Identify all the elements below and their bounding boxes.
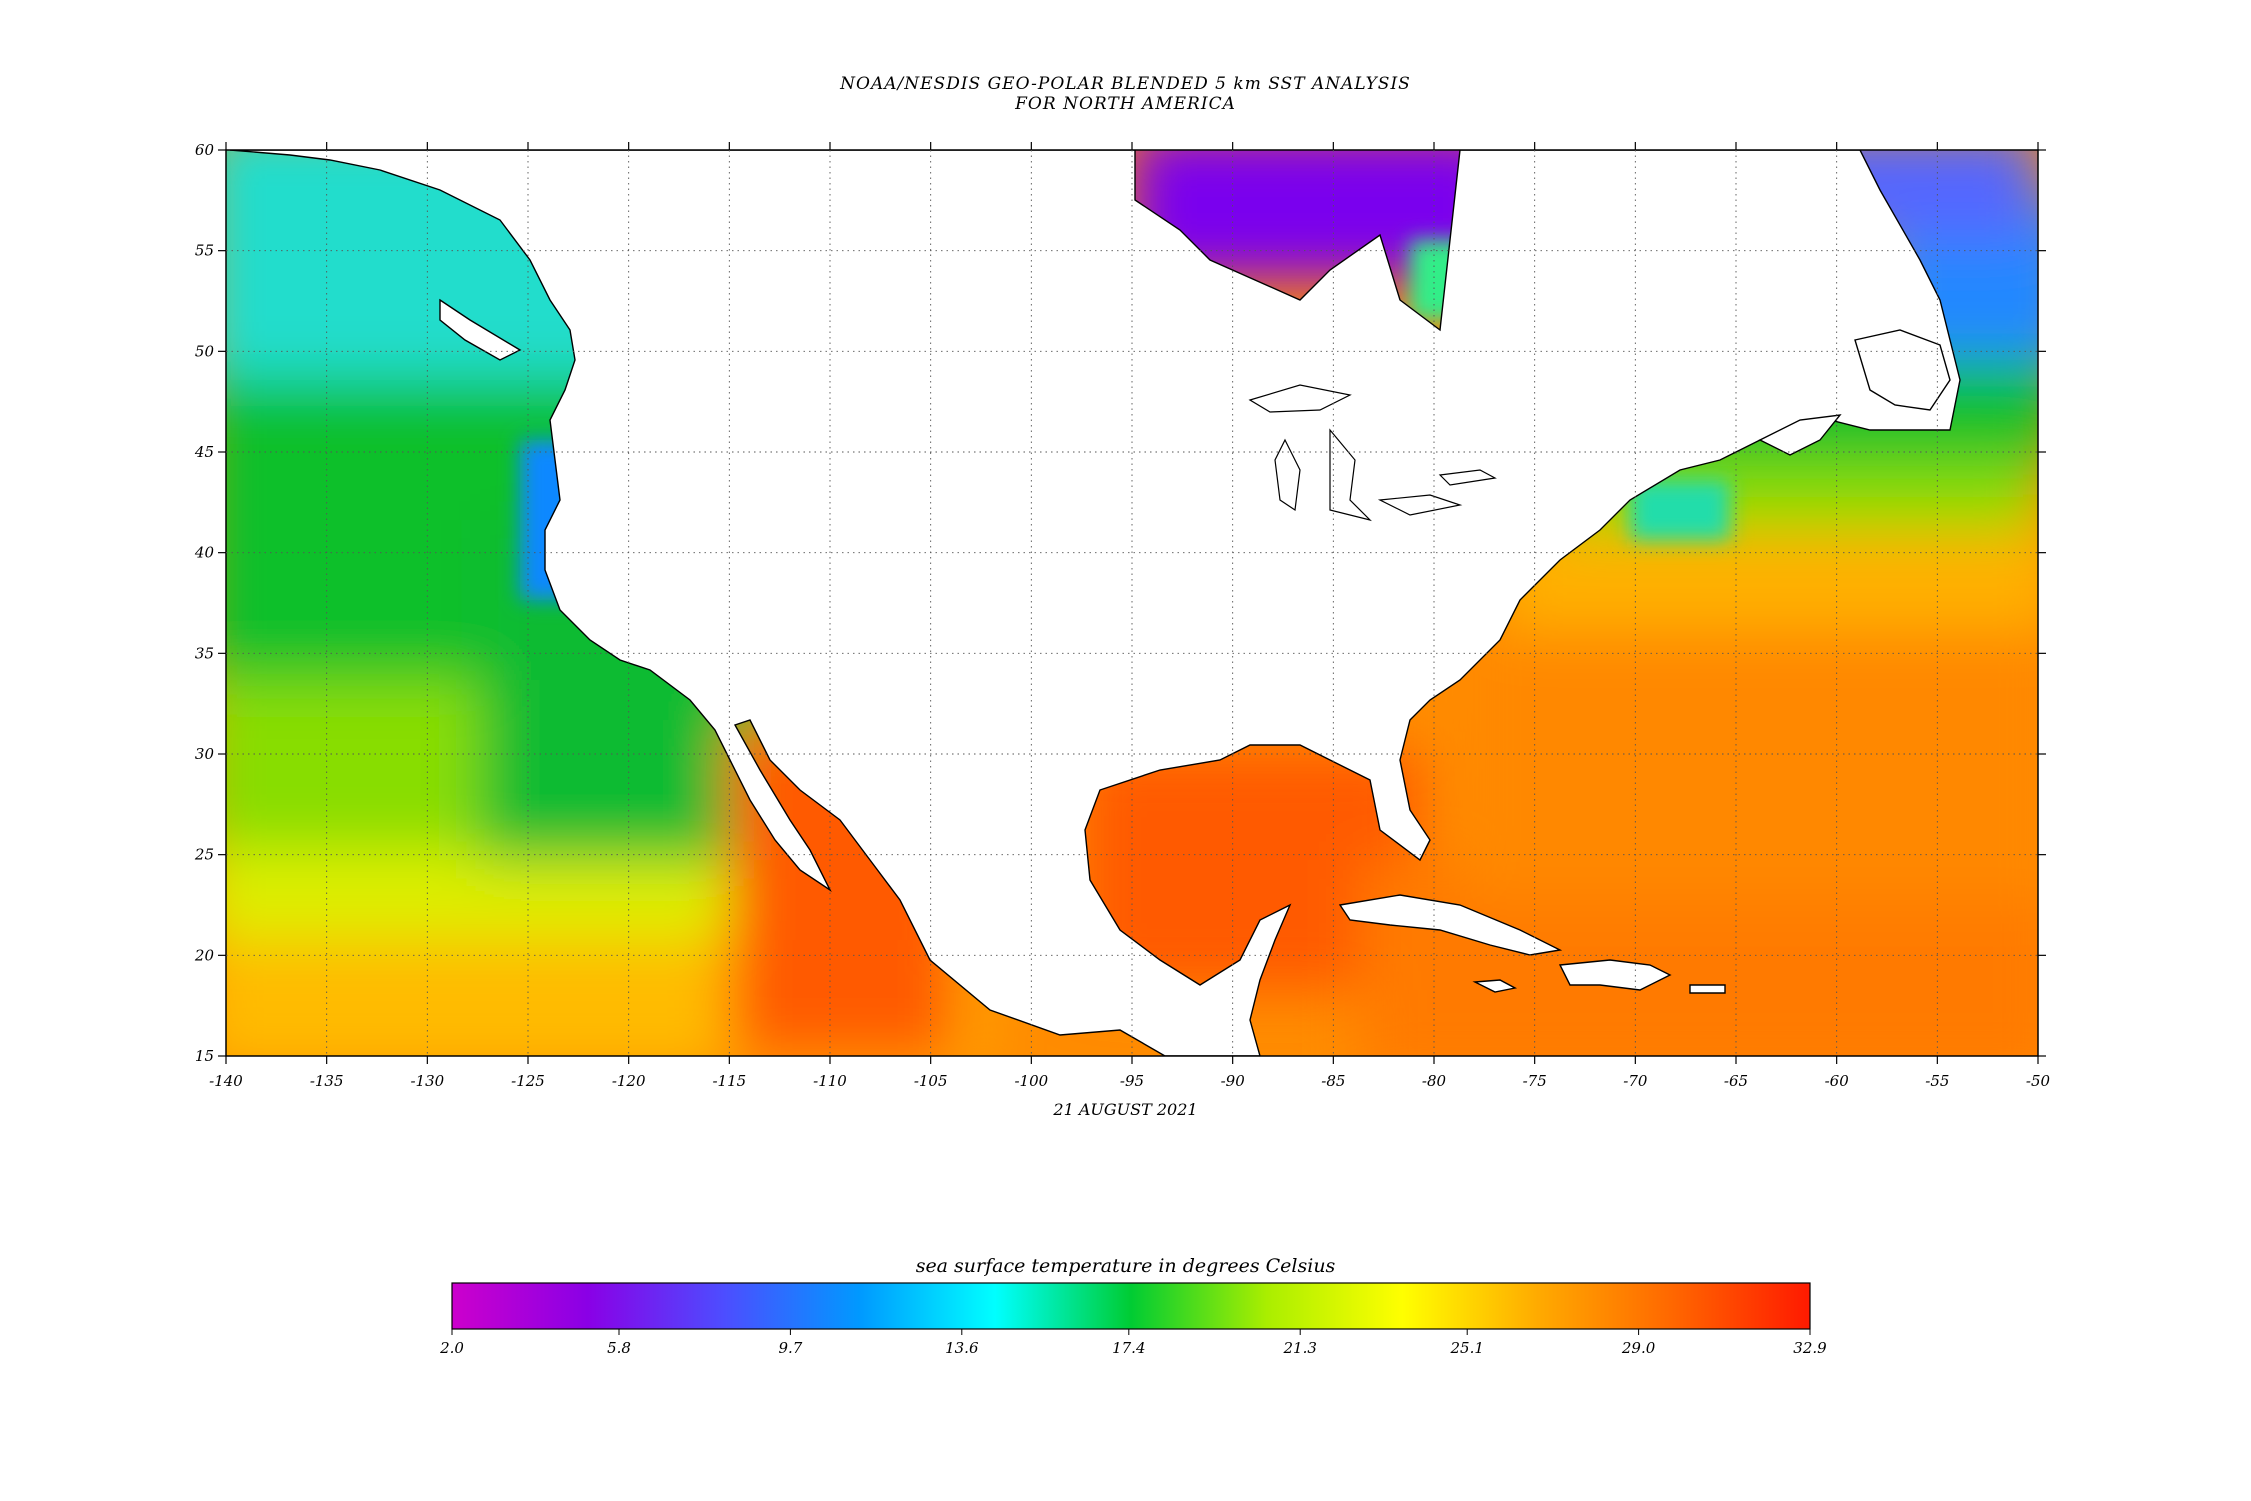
lat-tick-label: 40 <box>194 544 215 562</box>
lon-tick-label: -140 <box>209 1072 243 1090</box>
lon-tick-label: -70 <box>1623 1072 1648 1090</box>
lon-tick-label: -75 <box>1523 1072 1547 1090</box>
colorbar-tick-label: 2.0 <box>439 1339 464 1357</box>
axis-ticks: -140 -135 -130 -125 -120 -115 -110 -105 -100 -95 -… <box>194 141 2051 1090</box>
lon-tick-label: -65 <box>1724 1072 1748 1090</box>
colorbar-title: sea surface temperature in degrees Celsi… <box>915 1255 1336 1277</box>
lat-tick-label: 15 <box>195 1047 214 1065</box>
lon-tick-label: -100 <box>1014 1072 1048 1090</box>
colorbar-tick-label: 32.9 <box>1793 1339 1827 1357</box>
lat-tick-label: 55 <box>195 242 214 260</box>
lon-tick-label: -130 <box>410 1072 444 1090</box>
lon-tick-label: -55 <box>1925 1072 1949 1090</box>
colorbar-tick-label: 5.8 <box>607 1339 631 1357</box>
lat-tick-label: 30 <box>195 745 215 763</box>
lon-tick-label: -110 <box>813 1072 847 1090</box>
lat-tick-label: 50 <box>195 342 215 360</box>
lon-tick-label: -50 <box>2026 1072 2051 1090</box>
lat-tick-label: 25 <box>194 846 214 864</box>
colorbar-tick-label: 21.3 <box>1282 1339 1316 1357</box>
lon-tick-label: -85 <box>1321 1072 1345 1090</box>
graticule <box>226 150 2038 1056</box>
colorbar-tick-labels: 2.0 5.8 9.7 13.6 17.4 21.3 25.1 29.0 32.9 <box>439 1329 1827 1357</box>
land-masses <box>229 150 1961 1056</box>
lon-tick-label: -105 <box>914 1072 948 1090</box>
lon-tick-label: -125 <box>511 1072 545 1090</box>
colorbar-tick-label: 9.7 <box>778 1339 802 1357</box>
colorbar-tick-label: 13.6 <box>945 1339 979 1357</box>
analysis-date: 21 AUGUST 2021 <box>1053 1100 1198 1119</box>
lon-tick-label: -115 <box>712 1072 746 1090</box>
lon-tick-label: -60 <box>1825 1072 1850 1090</box>
colorbar <box>451 1282 1811 1330</box>
lat-tick-label: 20 <box>194 946 215 964</box>
colorbar-tick-label: 29.0 <box>1621 1339 1656 1357</box>
lon-tick-label: -135 <box>310 1072 344 1090</box>
figure-title-line1: NOAA/NESDIS GEO-POLAR BLENDED 5 km SST A… <box>840 74 1411 94</box>
great-lakes <box>1248 384 1497 522</box>
colorbar-tick-label: 25.1 <box>1450 1339 1484 1357</box>
lon-tick-label: -120 <box>612 1072 646 1090</box>
lon-tick-label: -95 <box>1120 1072 1144 1090</box>
lat-tick-label: 35 <box>195 644 214 662</box>
colorbar-tick-label: 17.4 <box>1112 1339 1145 1357</box>
lon-tick-label: -80 <box>1422 1072 1447 1090</box>
lat-tick-label: 45 <box>194 443 214 461</box>
lon-tick-label: -90 <box>1221 1072 1246 1090</box>
sst-field <box>226 150 2038 1056</box>
figure-title-line2: FOR NORTH AMERICA <box>1015 94 1236 114</box>
lat-tick-label: 60 <box>195 141 215 159</box>
